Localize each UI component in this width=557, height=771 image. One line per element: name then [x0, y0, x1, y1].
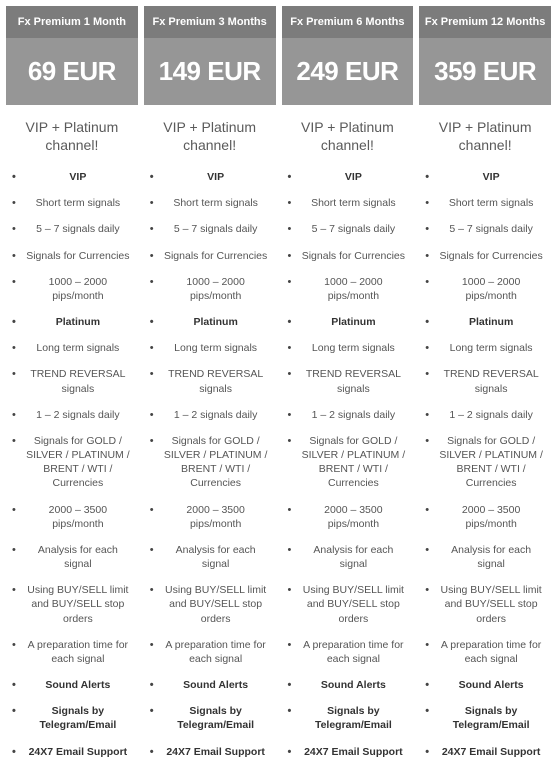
feature-item: TREND REVERSAL signals [290, 361, 412, 401]
feature-item: A preparation time for each signal [14, 632, 136, 672]
feature-item: Short term signals [152, 190, 274, 216]
feature-item: Analysis for each signal [290, 537, 412, 577]
feature-item: Analysis for each signal [427, 537, 549, 577]
plan-title: Fx Premium 3 Months [144, 6, 276, 38]
feature-item: TREND REVERSAL signals [14, 361, 136, 401]
feature-item: Short term signals [427, 190, 549, 216]
feature-item: 24X7 Email Support [427, 739, 549, 765]
plan-features: VIPShort term signals5 – 7 signals daily… [6, 164, 138, 765]
feature-item: VIP [152, 164, 274, 190]
feature-item: Signals for GOLD / SILVER / PLATINUM / B… [152, 428, 274, 497]
feature-item: 1000 – 2000 pips/month [14, 269, 136, 309]
plan-price: 69 EUR [6, 38, 138, 105]
feature-item: 2000 – 3500 pips/month [14, 497, 136, 537]
plan-title: Fx Premium 6 Months [282, 6, 414, 38]
plan-card-3: Fx Premium 6 Months 249 EUR VIP + Platin… [282, 6, 414, 765]
feature-item: VIP [14, 164, 136, 190]
plan-card-4: Fx Premium 12 Months 359 EUR VIP + Plati… [419, 6, 551, 765]
plan-title: Fx Premium 1 Month [6, 6, 138, 38]
feature-item: 1 – 2 signals daily [14, 402, 136, 428]
feature-item: 2000 – 3500 pips/month [290, 497, 412, 537]
plan-subtitle: VIP + Platinum channel! [144, 105, 276, 164]
feature-item: Platinum [14, 309, 136, 335]
feature-item: Signals by Telegram/Email [290, 698, 412, 738]
pricing-grid: Fx Premium 1 Month 69 EUR VIP + Platinum… [6, 6, 551, 765]
feature-item: 1000 – 2000 pips/month [152, 269, 274, 309]
feature-item: Platinum [152, 309, 274, 335]
feature-item: Platinum [290, 309, 412, 335]
feature-item: Short term signals [14, 190, 136, 216]
feature-item: Analysis for each signal [14, 537, 136, 577]
feature-item: 1000 – 2000 pips/month [427, 269, 549, 309]
feature-item: 5 – 7 signals daily [14, 216, 136, 242]
feature-item: Sound Alerts [14, 672, 136, 698]
feature-item: 2000 – 3500 pips/month [427, 497, 549, 537]
feature-item: 5 – 7 signals daily [290, 216, 412, 242]
feature-item: 24X7 Email Support [290, 739, 412, 765]
feature-item: Signals for GOLD / SILVER / PLATINUM / B… [14, 428, 136, 497]
plan-features: VIPShort term signals5 – 7 signals daily… [419, 164, 551, 765]
feature-item: Sound Alerts [152, 672, 274, 698]
feature-item: Long term signals [290, 335, 412, 361]
feature-item: VIP [427, 164, 549, 190]
feature-item: Long term signals [14, 335, 136, 361]
feature-item: Using BUY/SELL limit and BUY/SELL stop o… [290, 577, 412, 632]
plan-subtitle: VIP + Platinum channel! [6, 105, 138, 164]
feature-item: Long term signals [152, 335, 274, 361]
plan-title: Fx Premium 12 Months [419, 6, 551, 38]
feature-item: Using BUY/SELL limit and BUY/SELL stop o… [427, 577, 549, 632]
feature-item: Analysis for each signal [152, 537, 274, 577]
feature-item: 5 – 7 signals daily [427, 216, 549, 242]
feature-item: Long term signals [427, 335, 549, 361]
feature-item: Platinum [427, 309, 549, 335]
feature-item: Signals for Currencies [290, 243, 412, 269]
feature-item: A preparation time for each signal [427, 632, 549, 672]
feature-item: Signals for Currencies [152, 243, 274, 269]
feature-item: Signals for GOLD / SILVER / PLATINUM / B… [290, 428, 412, 497]
feature-item: 5 – 7 signals daily [152, 216, 274, 242]
feature-item: 24X7 Email Support [14, 739, 136, 765]
feature-item: 1 – 2 signals daily [427, 402, 549, 428]
plan-card-1: Fx Premium 1 Month 69 EUR VIP + Platinum… [6, 6, 138, 765]
plan-card-2: Fx Premium 3 Months 149 EUR VIP + Platin… [144, 6, 276, 765]
feature-item: 24X7 Email Support [152, 739, 274, 765]
feature-item: Signals by Telegram/Email [427, 698, 549, 738]
plan-price: 359 EUR [419, 38, 551, 105]
feature-item: Sound Alerts [427, 672, 549, 698]
feature-item: Short term signals [290, 190, 412, 216]
feature-item: 1 – 2 signals daily [290, 402, 412, 428]
feature-item: Signals for GOLD / SILVER / PLATINUM / B… [427, 428, 549, 497]
plan-features: VIPShort term signals5 – 7 signals daily… [144, 164, 276, 765]
feature-item: Using BUY/SELL limit and BUY/SELL stop o… [152, 577, 274, 632]
feature-item: TREND REVERSAL signals [152, 361, 274, 401]
plan-price: 149 EUR [144, 38, 276, 105]
plan-price: 249 EUR [282, 38, 414, 105]
feature-item: 1000 – 2000 pips/month [290, 269, 412, 309]
plan-features: VIPShort term signals5 – 7 signals daily… [282, 164, 414, 765]
feature-item: Sound Alerts [290, 672, 412, 698]
plan-subtitle: VIP + Platinum channel! [419, 105, 551, 164]
feature-item: Signals by Telegram/Email [152, 698, 274, 738]
feature-item: Signals for Currencies [14, 243, 136, 269]
feature-item: A preparation time for each signal [152, 632, 274, 672]
feature-item: A preparation time for each signal [290, 632, 412, 672]
feature-item: Signals for Currencies [427, 243, 549, 269]
feature-item: TREND REVERSAL signals [427, 361, 549, 401]
feature-item: VIP [290, 164, 412, 190]
feature-item: 1 – 2 signals daily [152, 402, 274, 428]
feature-item: Signals by Telegram/Email [14, 698, 136, 738]
feature-item: 2000 – 3500 pips/month [152, 497, 274, 537]
plan-subtitle: VIP + Platinum channel! [282, 105, 414, 164]
feature-item: Using BUY/SELL limit and BUY/SELL stop o… [14, 577, 136, 632]
